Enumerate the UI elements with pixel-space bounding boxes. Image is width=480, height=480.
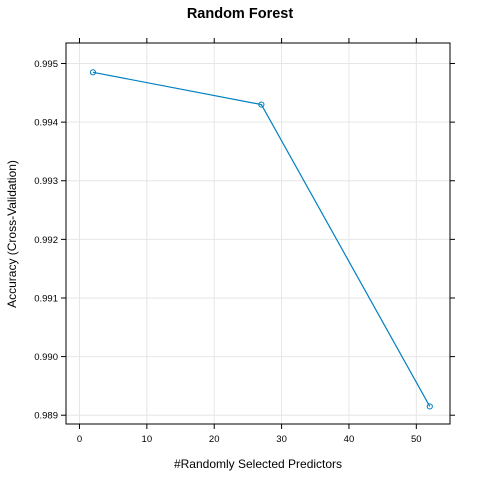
data-point bbox=[258, 101, 265, 108]
x-tick-label: 30 bbox=[276, 434, 287, 445]
x-tick-label: 50 bbox=[411, 434, 422, 445]
plot-frame bbox=[65, 42, 451, 425]
x-tick-label: 0 bbox=[77, 434, 82, 445]
series-line bbox=[92, 71, 431, 407]
y-tick-label: 0.989 bbox=[34, 411, 58, 422]
y-tick-label: 0.992 bbox=[34, 235, 58, 246]
x-tick-label: 40 bbox=[344, 434, 355, 445]
y-axis-label: Accuracy (Cross-Validation) bbox=[5, 160, 19, 308]
series bbox=[89, 69, 433, 410]
data-point bbox=[426, 403, 433, 410]
y-tick-label: 0.993 bbox=[34, 176, 58, 187]
y-tick-label: 0.990 bbox=[34, 352, 58, 363]
x-axis-label: #Randomly Selected Predictors bbox=[174, 457, 342, 471]
grid bbox=[66, 43, 450, 424]
chart-title: Random Forest bbox=[187, 6, 294, 22]
data-point bbox=[89, 69, 97, 76]
y-tick-label: 0.995 bbox=[34, 59, 58, 70]
y-tick-label: 0.991 bbox=[34, 293, 58, 304]
axis-ticks bbox=[61, 38, 455, 429]
x-tick-label: 10 bbox=[142, 434, 153, 445]
x-tick-label: 20 bbox=[209, 434, 220, 445]
y-tick-label: 0.994 bbox=[34, 118, 58, 129]
tick-labels: 0 10 20 30 40 50 0.989 0.990 0.991 0.992 0.993 0.99… bbox=[34, 59, 421, 445]
